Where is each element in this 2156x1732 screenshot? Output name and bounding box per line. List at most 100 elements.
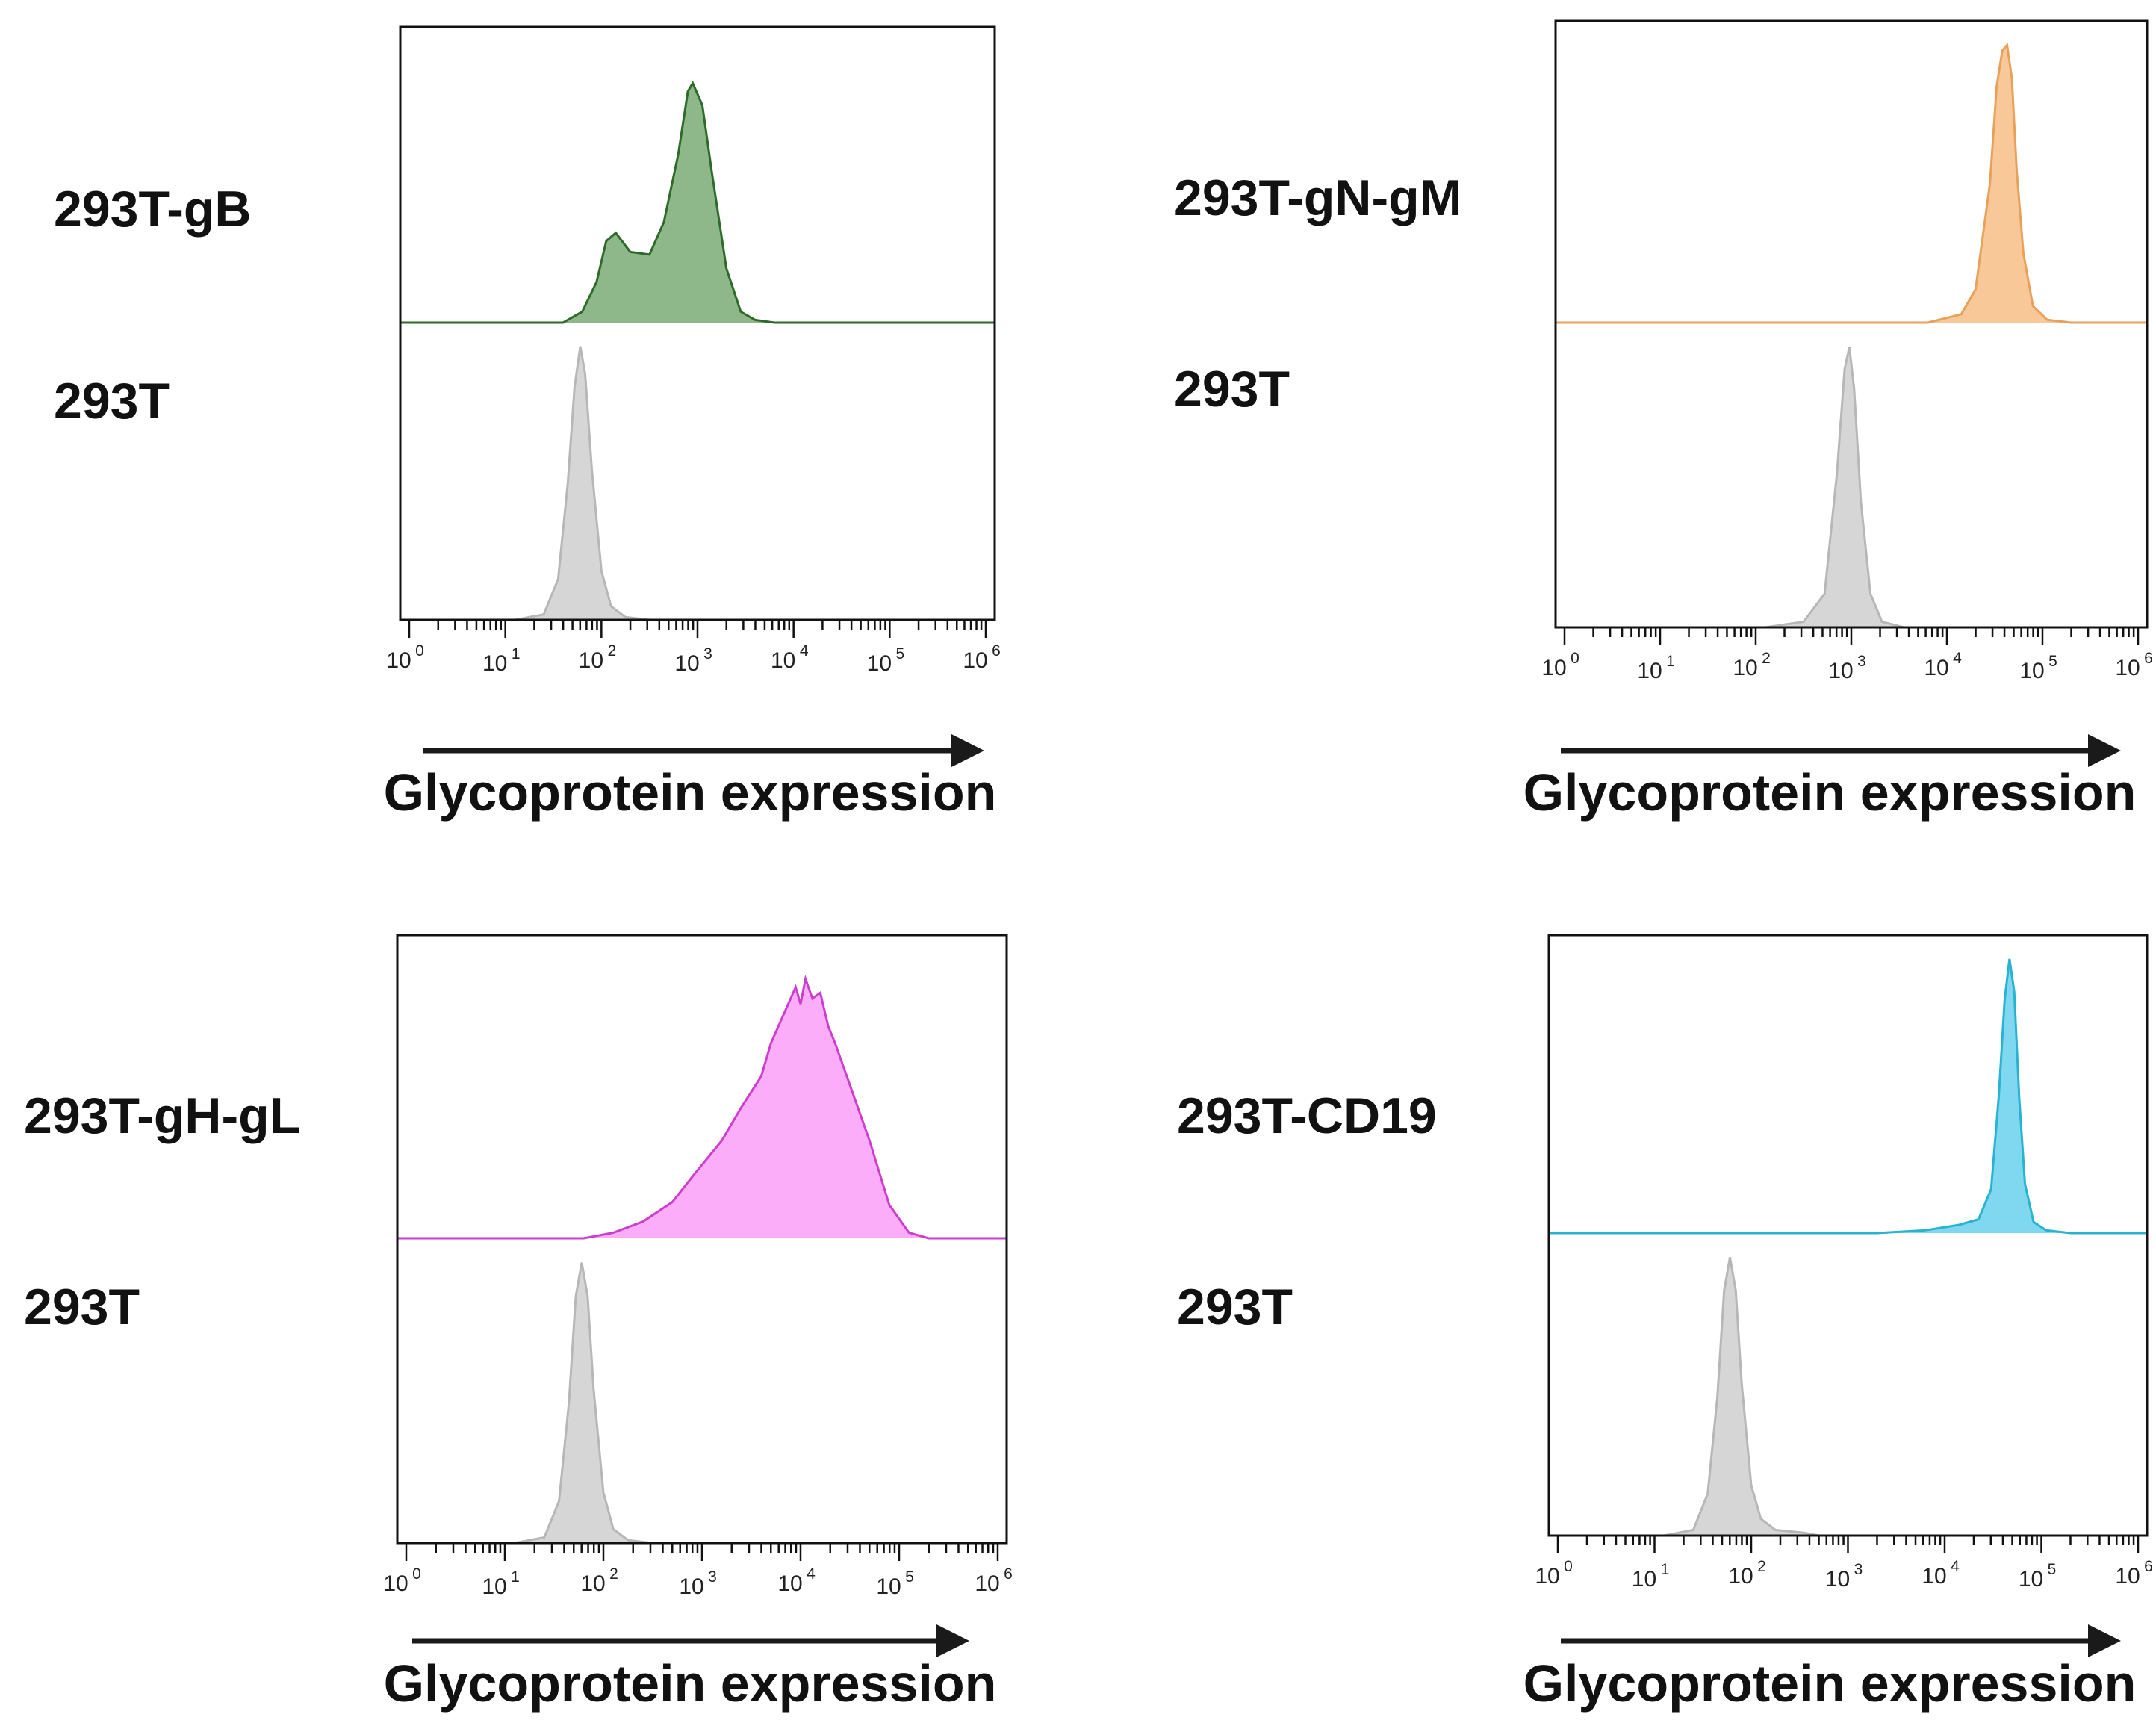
tick-label-base: 10 [876, 1574, 901, 1599]
x-axis-label: Glycoprotein expression [1523, 763, 2137, 822]
tick-label-base: 10 [674, 651, 699, 676]
tick-label-base: 10 [2019, 1567, 2043, 1592]
tick-label-base: 10 [2115, 1564, 2140, 1589]
sample-label: 293T-gB [54, 181, 252, 238]
control-label: 293T [1174, 361, 1290, 418]
tick-label-base: 10 [679, 1574, 703, 1599]
histogram-control-3 [514, 1262, 653, 1545]
histogram-sample-outline-1 [400, 81, 995, 324]
x-axis-label: Glycoprotein expression [384, 763, 997, 822]
tick-label-base: 10 [1632, 1567, 1656, 1592]
tick-label-exponent: 2 [1757, 1558, 1766, 1575]
tick-label-base: 10 [867, 651, 892, 676]
histogram-sample-outline-4 [1549, 958, 2147, 1235]
sample-label: 293T-gN-gM [1174, 170, 1461, 226]
tick-label-base: 10 [1637, 659, 1662, 683]
histogram-control-1 [515, 346, 650, 621]
tick-label-base: 10 [1828, 659, 1853, 683]
tick-label-exponent: 0 [1564, 1558, 1573, 1575]
tick-label-exponent: 1 [1666, 653, 1675, 670]
tick-label-exponent: 0 [412, 1565, 421, 1583]
tick-label-base: 10 [1541, 656, 1566, 680]
tick-label-exponent: 4 [800, 642, 809, 659]
x-axis-ticks-2 [1563, 627, 2140, 645]
tick-label-exponent: 3 [703, 645, 712, 662]
tick-label-base: 10 [1733, 656, 1757, 680]
control-label: 293T [54, 373, 170, 429]
tick-label-exponent: 5 [895, 645, 904, 662]
histogram-sample-fill-3 [583, 978, 929, 1238]
tick-label-exponent: 2 [607, 642, 616, 659]
control-label: 293T [24, 1279, 140, 1335]
x-axis-arrow-2 [1561, 734, 2121, 767]
histogram-sample-outline-3 [397, 974, 1007, 1240]
tick-label-exponent: 1 [1661, 1561, 1670, 1578]
tick-label-base: 10 [2019, 659, 2044, 683]
tick-label-exponent: 6 [2144, 650, 2153, 667]
tick-label-base: 10 [1924, 656, 1948, 680]
tick-label-base: 10 [482, 1574, 506, 1599]
control-label: 293T [1177, 1279, 1293, 1335]
tick-label-exponent: 0 [1571, 650, 1579, 667]
x-axis-ticks-4 [1556, 1536, 2140, 1553]
tick-label-base: 10 [383, 1571, 408, 1596]
tick-label-exponent: 4 [1951, 1558, 1960, 1575]
tick-label-exponent: 5 [2048, 653, 2057, 670]
tick-label-base: 10 [386, 648, 411, 673]
arrow-head [951, 734, 984, 767]
histogram-control-2 [1765, 347, 1904, 629]
tick-label-base: 10 [482, 651, 507, 676]
tick-label-base: 10 [975, 1571, 999, 1596]
tick-label-base: 10 [771, 648, 795, 673]
tick-label-base: 10 [963, 648, 987, 673]
x-axis-arrow-1 [423, 734, 984, 767]
tick-label-exponent: 6 [2144, 1558, 2153, 1575]
histogram-sample-fill-2 [1927, 45, 2072, 323]
tick-label-exponent: 2 [1762, 650, 1771, 667]
tick-label-exponent: 1 [512, 645, 521, 662]
tick-label-base: 10 [1825, 1567, 1850, 1592]
histogram-sample-fill-4 [1877, 958, 2071, 1233]
histogram-sample-outline-2 [1556, 42, 2147, 324]
x-axis-label: Glycoprotein expression [1523, 1654, 2137, 1713]
x-axis-label: Glycoprotein expression [384, 1654, 997, 1713]
tick-label-exponent: 3 [708, 1568, 717, 1586]
tick-label-base: 10 [580, 1571, 605, 1596]
tick-label-base: 10 [777, 1571, 802, 1596]
tick-label-exponent: 5 [905, 1568, 914, 1586]
x-axis-arrow-4 [1561, 1624, 2121, 1657]
tick-label-exponent: 1 [511, 1568, 520, 1586]
tick-label-exponent: 0 [415, 642, 424, 659]
x-axis-arrow-3 [412, 1624, 969, 1657]
arrow-head [936, 1624, 969, 1657]
sample-label: 293T-CD19 [1177, 1087, 1437, 1144]
x-axis-ticks-3 [405, 1543, 999, 1561]
tick-label-exponent: 5 [2048, 1561, 2057, 1578]
tick-label-exponent: 4 [807, 1565, 816, 1583]
tick-label-exponent: 3 [1857, 653, 1866, 670]
tick-label-base: 10 [1535, 1564, 1559, 1589]
tick-label-exponent: 4 [1953, 650, 1962, 667]
tick-label-base: 10 [2115, 656, 2140, 680]
x-axis-ticks-1 [408, 620, 987, 638]
tick-label-exponent: 6 [1004, 1565, 1013, 1583]
tick-label-exponent: 2 [609, 1565, 618, 1583]
histogram-control-4 [1664, 1257, 1819, 1537]
arrow-head [2088, 734, 2121, 767]
tick-label-base: 10 [579, 648, 603, 673]
tick-label-base: 10 [1922, 1564, 1946, 1589]
tick-label-base: 10 [1728, 1564, 1753, 1589]
tick-label-exponent: 3 [1854, 1561, 1863, 1578]
tick-label-exponent: 6 [992, 642, 1001, 659]
